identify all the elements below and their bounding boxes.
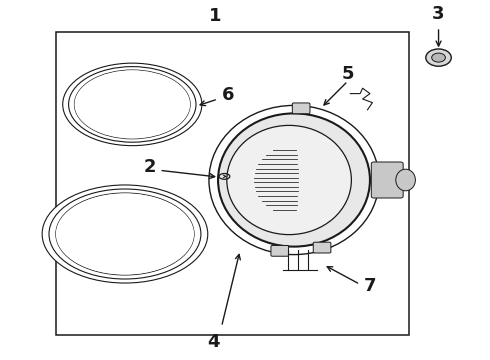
FancyBboxPatch shape xyxy=(293,103,310,114)
Ellipse shape xyxy=(49,189,201,279)
Ellipse shape xyxy=(74,70,190,139)
Text: 2: 2 xyxy=(143,158,156,176)
Ellipse shape xyxy=(218,113,370,247)
Text: 3: 3 xyxy=(432,5,445,23)
Ellipse shape xyxy=(432,53,445,62)
Ellipse shape xyxy=(56,193,194,275)
Ellipse shape xyxy=(426,49,451,66)
Ellipse shape xyxy=(63,63,202,146)
Ellipse shape xyxy=(42,185,208,283)
Ellipse shape xyxy=(56,193,194,275)
FancyBboxPatch shape xyxy=(271,246,289,256)
Text: 1: 1 xyxy=(209,7,222,25)
Text: 7: 7 xyxy=(364,277,376,295)
Bar xyxy=(56,32,409,335)
Ellipse shape xyxy=(74,70,190,139)
Text: 6: 6 xyxy=(221,86,234,104)
Text: 4: 4 xyxy=(207,333,220,351)
FancyBboxPatch shape xyxy=(371,162,403,198)
Text: 5: 5 xyxy=(342,65,354,83)
FancyBboxPatch shape xyxy=(313,242,331,253)
Ellipse shape xyxy=(396,169,416,191)
Ellipse shape xyxy=(69,67,196,142)
Ellipse shape xyxy=(227,125,351,235)
